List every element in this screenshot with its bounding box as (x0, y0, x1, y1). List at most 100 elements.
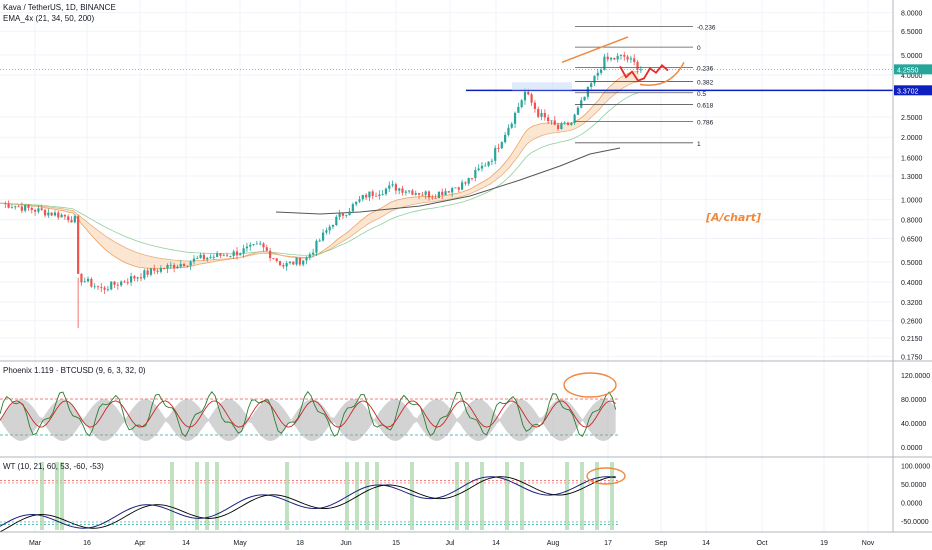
candle-body (57, 212, 60, 218)
wt-signal-bar (285, 462, 289, 530)
candle-body (182, 263, 186, 267)
candle-body (202, 254, 206, 260)
candle-body (285, 263, 288, 267)
candle-body (47, 212, 50, 216)
candle-body (494, 148, 497, 161)
candle-body (239, 253, 242, 256)
wt-signal-bar (580, 462, 584, 530)
candle-body (444, 191, 447, 196)
candle-body (374, 195, 378, 197)
phoenix-panel (0, 372, 620, 441)
candle-body (255, 243, 258, 245)
candle-body (335, 216, 338, 226)
wt-signal-bar (595, 462, 599, 530)
phoenix-y-label: 120.0000 (901, 373, 930, 380)
candle-body (431, 197, 434, 199)
candle-body (530, 94, 533, 103)
x-tick-label: 14 (492, 540, 500, 547)
wt-signal-bar (610, 462, 614, 530)
candle-body (67, 216, 70, 221)
candle-body (325, 230, 328, 233)
x-tick-label: Aug (547, 540, 560, 547)
candle-body (63, 214, 66, 217)
candle-body (547, 117, 550, 122)
ema-ribbon (0, 71, 639, 270)
candle-body (566, 122, 570, 125)
y-tick-label: 0.2150 (901, 336, 923, 343)
x-tick-label: 14 (182, 540, 190, 547)
candle-body (391, 184, 394, 186)
fib-level-label: -0.236 (697, 25, 716, 32)
y-tick-label: 0.4000 (901, 280, 923, 287)
candle-body (225, 255, 229, 257)
candle-body (537, 108, 540, 117)
candle-body (321, 232, 325, 241)
candle-body (543, 112, 546, 118)
wt-signal-bar (465, 462, 469, 530)
candle-body (149, 268, 153, 275)
candle-body (394, 184, 397, 191)
y-tick-label: 0.6500 (901, 236, 923, 243)
candle-body (517, 106, 520, 113)
y-tick-label: 5.0000 (901, 53, 923, 60)
candle-body (616, 55, 619, 60)
wt-panel (0, 462, 626, 533)
candle-body (609, 57, 613, 60)
candle-body (113, 281, 116, 285)
candle-body (86, 278, 90, 282)
y-tick-label: 0.3200 (901, 300, 923, 307)
candle-body (100, 286, 103, 288)
candle-body (378, 194, 381, 196)
candle-body (143, 270, 146, 279)
candle-body (351, 204, 354, 212)
candle-body (470, 178, 474, 179)
candle-body (603, 56, 606, 70)
candle-body (288, 261, 292, 264)
candle-body (153, 268, 156, 271)
candle-body (619, 55, 623, 56)
candle-body (30, 207, 33, 210)
phoenix-annotation-ellipse (563, 372, 617, 398)
candle-body (563, 122, 566, 124)
wt-signal-bar (195, 462, 199, 530)
candle-body (527, 91, 530, 95)
fib-level-label: 0.618 (697, 102, 714, 109)
candle-body (361, 194, 364, 200)
candle-body (600, 69, 603, 73)
candle-body (507, 127, 510, 135)
candle-body (477, 168, 480, 171)
candle-body (146, 270, 149, 275)
candle-body (540, 112, 543, 117)
wt-signal-bar (375, 462, 379, 530)
candle-body (292, 261, 295, 265)
trendline-drawing (561, 36, 629, 64)
curve-drawing (639, 61, 685, 86)
candle-body (103, 287, 106, 290)
candle-body (120, 281, 123, 286)
x-tick-label: 17 (604, 540, 612, 547)
candle-body (192, 258, 196, 262)
candle-body (295, 257, 298, 265)
candle-body (464, 182, 467, 184)
candle-body (133, 276, 136, 279)
candle-body (474, 170, 477, 179)
candle-body (262, 243, 265, 248)
candle-body (553, 120, 556, 125)
candle-body (106, 289, 110, 291)
candle-body (173, 264, 176, 269)
y-tick-label: 8.0000 (901, 11, 923, 18)
ema-legend: EMA_4x (21, 34, 50, 200) (3, 14, 95, 23)
candle-body (70, 220, 73, 223)
grid-lines (0, 0, 893, 532)
y-tick-label: 6.5000 (901, 29, 923, 36)
x-tick-label: 14 (702, 540, 710, 547)
wt-signal-bar (205, 462, 209, 530)
candle-body (500, 142, 503, 149)
candle-body (315, 240, 318, 253)
candle-body (504, 134, 507, 143)
wt-signal-bar (410, 462, 414, 530)
candle-body (441, 191, 444, 196)
wt-signal-bar (60, 462, 64, 530)
candle-body (348, 211, 351, 216)
